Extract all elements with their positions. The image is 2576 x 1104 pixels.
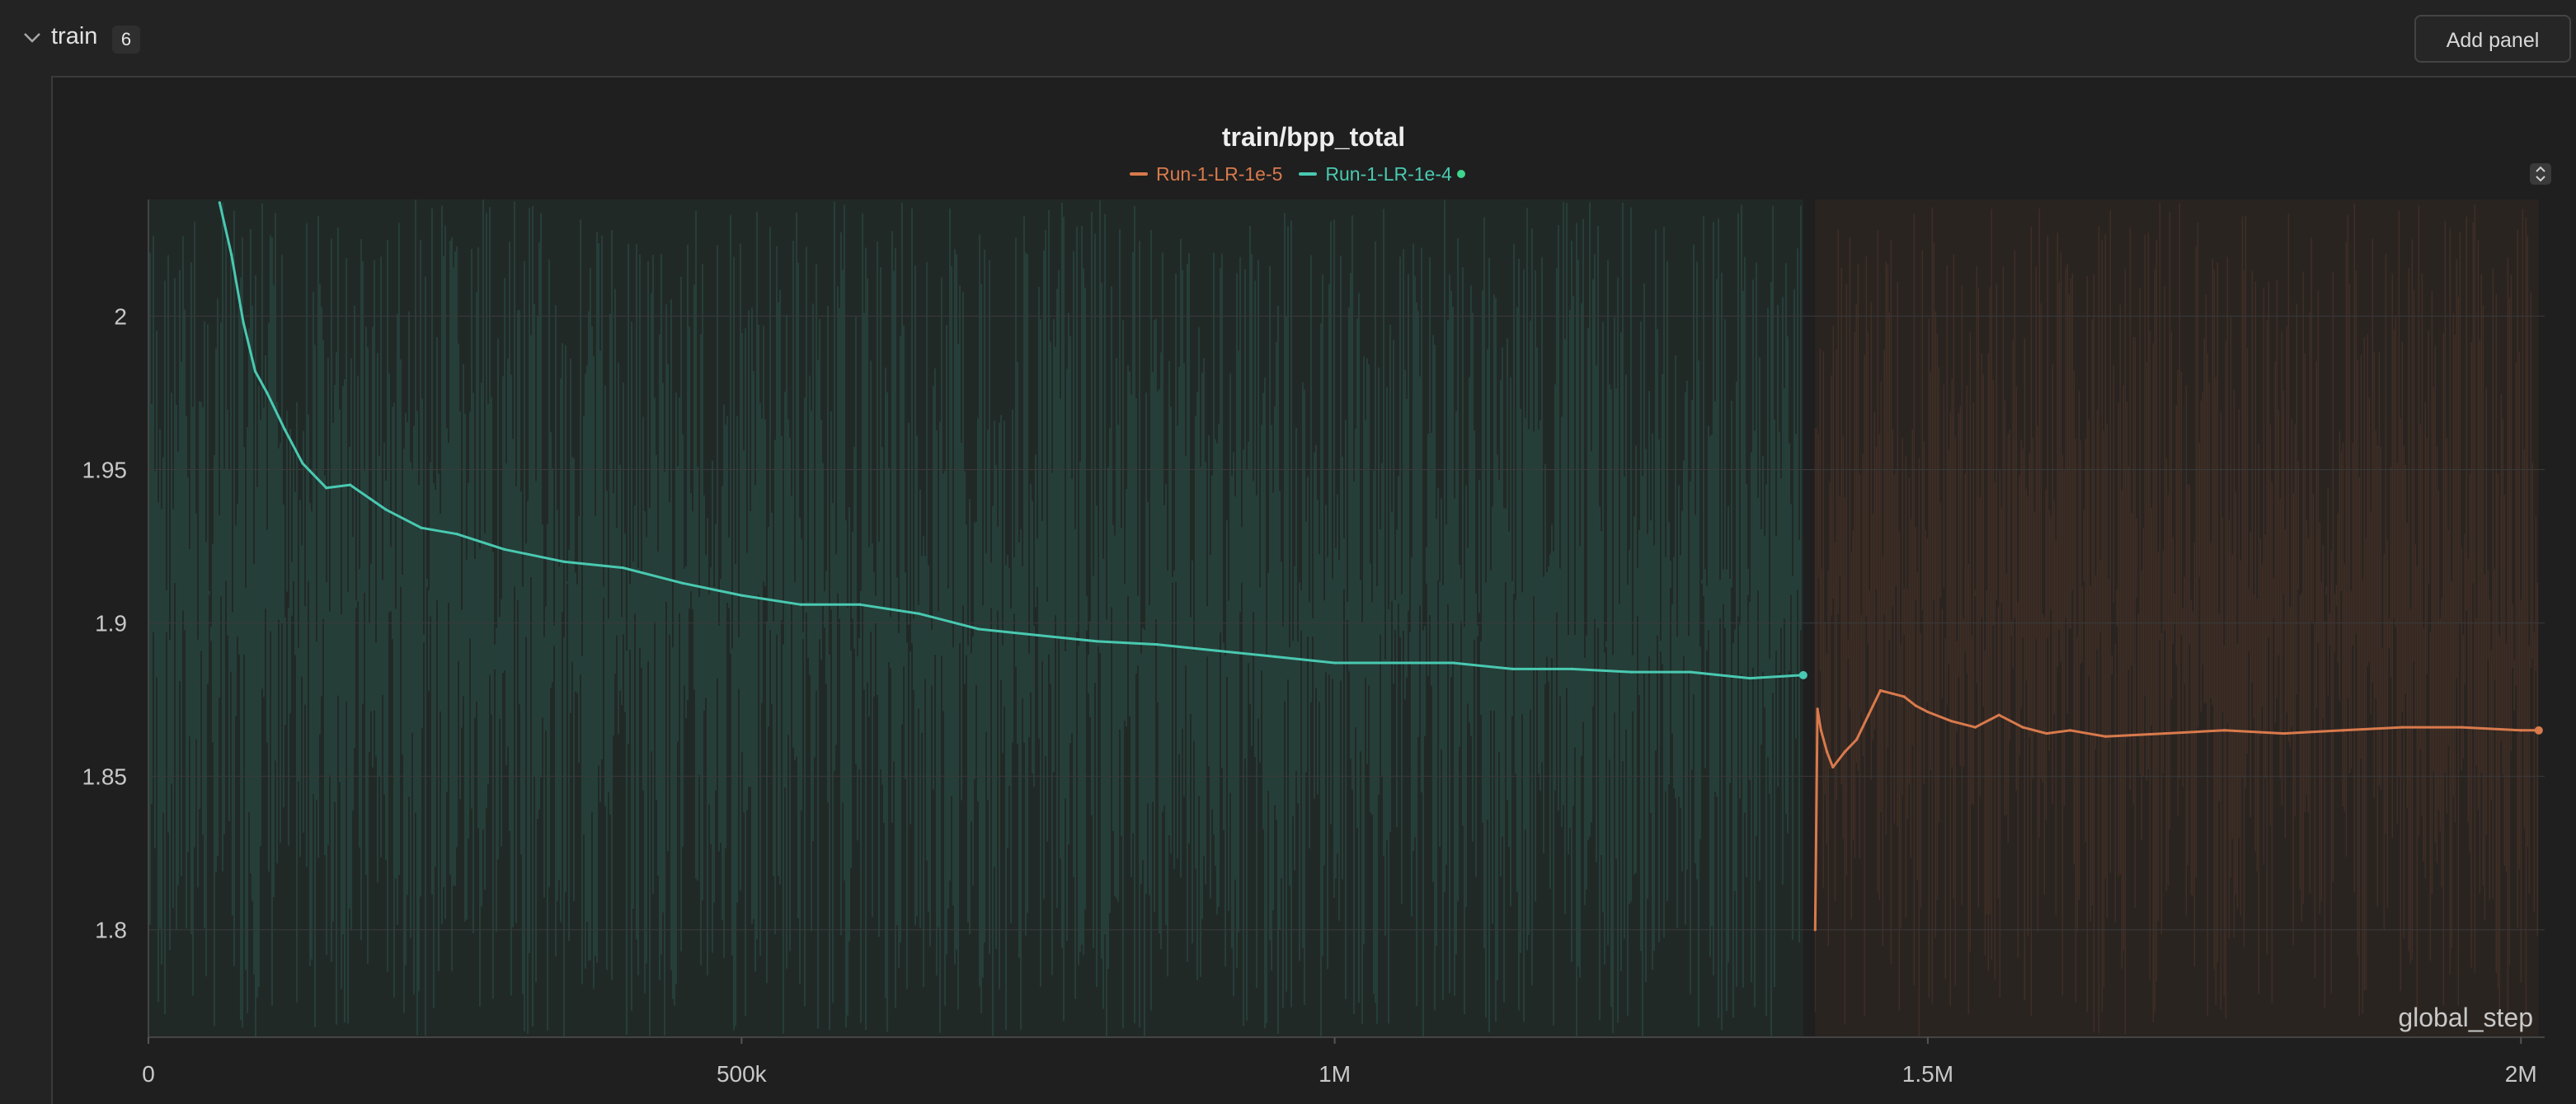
legend-item-run-lr-1e-4[interactable]: Run-1-LR-1e-4 xyxy=(1299,162,1465,186)
raw-band-strokes xyxy=(1814,203,2538,1036)
data-point xyxy=(2519,729,2522,732)
data-point xyxy=(2460,726,2463,729)
data-point xyxy=(1843,750,1846,754)
data-point xyxy=(1926,710,1930,714)
y-tick-label: 2 xyxy=(114,303,127,329)
data-point xyxy=(1037,633,1040,637)
data-point xyxy=(1215,649,1218,652)
data-point xyxy=(1813,928,1817,932)
data-point xyxy=(301,462,304,465)
data-point xyxy=(384,508,388,511)
x-tick-label: 500k xyxy=(717,1061,768,1087)
legend-label: Run-1-LR-1e-4 xyxy=(1325,162,1452,185)
chart-legend: Run-1-LR-1e-5 Run-1-LR-1e-4 xyxy=(1130,162,1465,186)
legend-swatch xyxy=(1130,172,1148,176)
x-tick-label: 1M xyxy=(1319,1061,1351,1087)
data-point xyxy=(858,603,862,606)
data-point xyxy=(2164,731,2167,735)
data-point xyxy=(2021,726,2024,729)
data-point xyxy=(2104,735,2108,738)
y-tick-label: 1.9 xyxy=(95,611,127,637)
data-point xyxy=(1950,720,1953,723)
data-point xyxy=(502,547,506,551)
data-point xyxy=(2400,726,2404,729)
data-point xyxy=(283,428,287,431)
data-point xyxy=(242,321,245,324)
data-point xyxy=(1748,676,1751,680)
series-path[interactable] xyxy=(1813,689,2539,930)
x-tick-label: 2M xyxy=(2505,1061,2537,1087)
data-point xyxy=(455,533,458,536)
chart-title: train/bpp_total xyxy=(1221,122,1406,152)
data-point xyxy=(740,594,743,597)
data-point xyxy=(1451,661,1455,665)
data-point xyxy=(2341,729,2345,732)
legend-item-run-lr-1e-5[interactable]: Run-1-LR-1e-5 xyxy=(1130,163,1282,186)
data-point xyxy=(1155,643,1159,646)
data-point xyxy=(1826,750,1829,754)
chart-panel xyxy=(51,76,2576,1104)
data-point xyxy=(1973,726,1977,729)
x-tick-label: 1.5M xyxy=(1902,1061,1953,1087)
raw-band-fill xyxy=(1815,200,2539,1037)
data-point xyxy=(420,526,423,529)
series-end-marker xyxy=(2534,726,2543,735)
data-point xyxy=(1819,729,1823,732)
data-point xyxy=(1997,713,2000,716)
data-point xyxy=(799,603,802,606)
series-line-1[interactable] xyxy=(218,201,1807,680)
series-line-0[interactable] xyxy=(1813,688,2543,932)
y-tick-label: 1.8 xyxy=(95,918,127,943)
data-point xyxy=(348,483,352,486)
y-tick-label: 1.85 xyxy=(82,764,128,790)
data-point xyxy=(1816,707,1819,711)
data-point xyxy=(253,369,257,373)
raw-noise-band-run-lr-1e-4 xyxy=(148,200,1803,1037)
legend-swatch xyxy=(1299,172,1318,176)
data-point xyxy=(2045,731,2048,735)
data-point xyxy=(1274,655,1277,659)
legend-sort-toggle-icon[interactable] xyxy=(2530,163,2551,185)
series-end-marker xyxy=(1798,670,1807,679)
data-point xyxy=(562,560,566,563)
data-point xyxy=(1511,667,1515,671)
data-point xyxy=(1855,738,1859,741)
data-point xyxy=(1891,692,1894,695)
chevron-down-icon[interactable] xyxy=(20,25,45,49)
data-point xyxy=(1878,688,1882,693)
data-point xyxy=(1914,704,1918,707)
data-point xyxy=(1333,661,1337,665)
data-point xyxy=(1867,713,1870,716)
data-point xyxy=(1902,695,1906,698)
data-point xyxy=(977,627,980,631)
data-point xyxy=(1629,670,1633,674)
data-point xyxy=(621,566,625,570)
section-header: train 6 Add panel xyxy=(0,0,2576,76)
section-title[interactable]: train xyxy=(51,23,98,49)
data-point xyxy=(2282,731,2286,735)
raw-noise-band-run-lr-1e-5 xyxy=(1814,200,2539,1037)
raw-band-fill xyxy=(148,200,1803,1037)
data-point xyxy=(2222,729,2226,732)
add-panel-button[interactable]: Add panel xyxy=(2414,15,2571,63)
legend-label: Run-1-LR-1e-5 xyxy=(1156,162,1283,185)
data-point xyxy=(680,581,684,585)
active-run-dot-icon xyxy=(1456,170,1465,178)
data-point xyxy=(1689,670,1692,674)
data-point xyxy=(918,612,921,616)
data-point xyxy=(2068,729,2072,732)
y-tick-label: 1.95 xyxy=(82,458,128,483)
data-point xyxy=(1831,765,1835,769)
data-point xyxy=(218,201,221,204)
x-axis-label: global_step xyxy=(2398,1003,2533,1032)
data-point xyxy=(1570,667,1573,671)
data-point xyxy=(266,391,269,395)
x-tick-label: 0 xyxy=(142,1061,155,1087)
data-point xyxy=(230,253,233,256)
data-point xyxy=(325,486,328,490)
data-point xyxy=(1096,640,1099,643)
data-point xyxy=(1392,661,1396,665)
panel-count-badge: 6 xyxy=(112,26,140,54)
